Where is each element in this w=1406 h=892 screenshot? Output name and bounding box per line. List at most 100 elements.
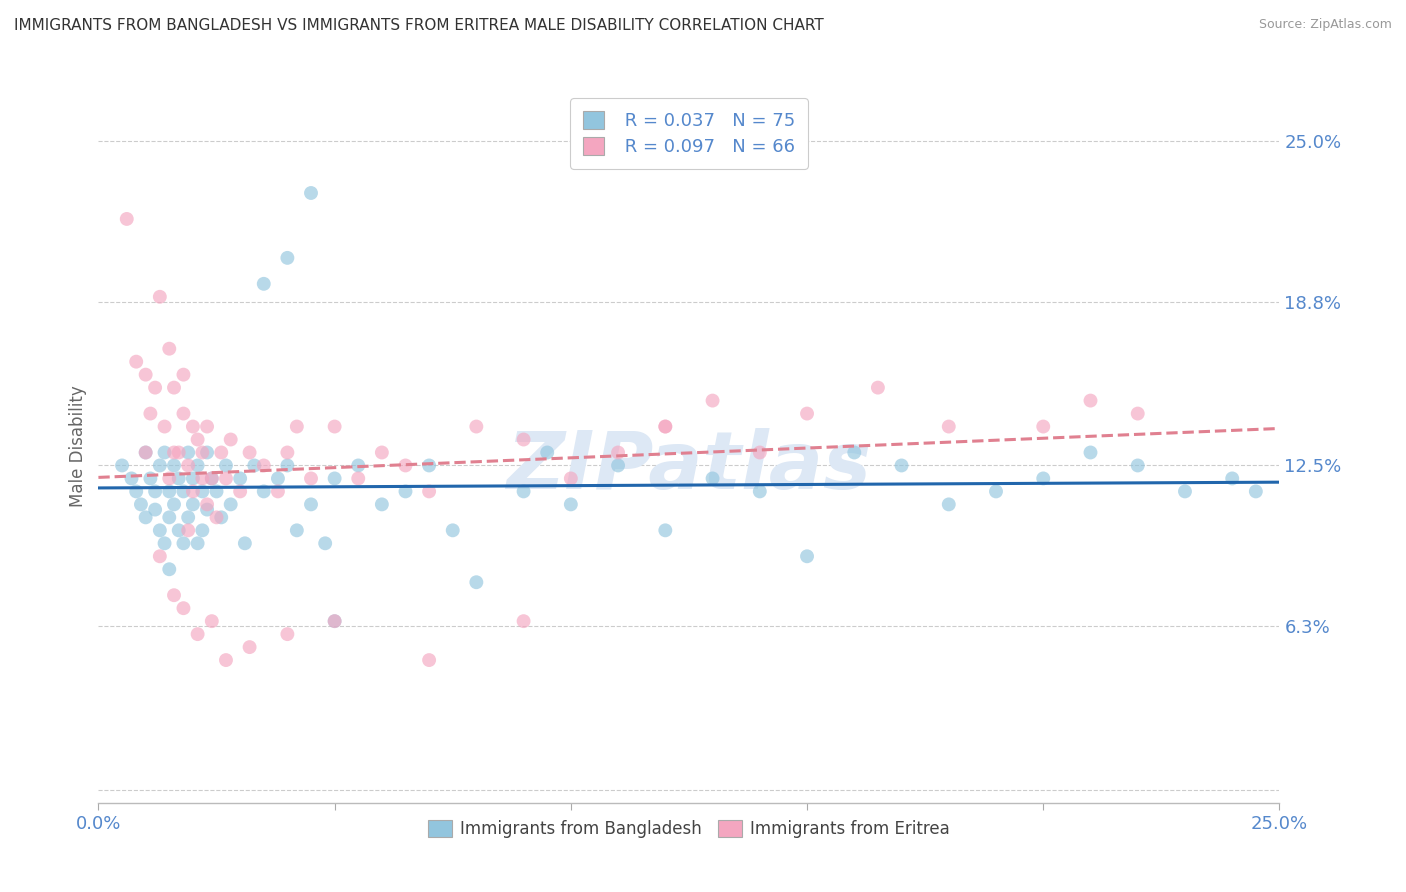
Point — [465, 575, 488, 590]
Point — [125, 484, 148, 499]
Point — [181, 471, 204, 485]
Point — [139, 471, 162, 485]
Point — [938, 419, 960, 434]
Point — [239, 640, 262, 654]
Point — [187, 536, 209, 550]
Point — [215, 471, 238, 485]
Point — [371, 445, 394, 459]
Point — [135, 445, 157, 459]
Point — [172, 368, 194, 382]
Point — [172, 484, 194, 499]
Point — [157, 471, 180, 485]
Point — [111, 458, 134, 473]
Point — [229, 471, 252, 485]
Point — [201, 471, 224, 485]
Point — [239, 445, 262, 459]
Point — [512, 433, 534, 447]
Point — [177, 458, 200, 473]
Point — [135, 510, 157, 524]
Point — [276, 251, 298, 265]
Point — [153, 445, 176, 459]
Point — [187, 458, 209, 473]
Point — [163, 497, 186, 511]
Point — [205, 510, 228, 524]
Point — [371, 497, 394, 511]
Point — [172, 601, 194, 615]
Point — [323, 614, 346, 628]
Point — [418, 484, 440, 499]
Point — [796, 549, 818, 564]
Point — [323, 471, 346, 485]
Point — [748, 484, 770, 499]
Point — [314, 536, 336, 550]
Point — [139, 407, 162, 421]
Point — [143, 381, 166, 395]
Point — [1244, 484, 1267, 499]
Point — [215, 458, 238, 473]
Point — [177, 445, 200, 459]
Point — [748, 445, 770, 459]
Point — [253, 277, 276, 291]
Point — [253, 484, 276, 499]
Point — [347, 458, 370, 473]
Point — [229, 484, 252, 499]
Point — [149, 458, 172, 473]
Point — [347, 471, 370, 485]
Point — [135, 445, 157, 459]
Point — [984, 484, 1007, 499]
Point — [181, 419, 204, 434]
Point — [191, 484, 214, 499]
Point — [1080, 393, 1102, 408]
Point — [1220, 471, 1243, 485]
Point — [149, 549, 172, 564]
Point — [654, 524, 676, 538]
Point — [167, 471, 190, 485]
Y-axis label: Male Disability: Male Disability — [69, 385, 87, 507]
Point — [121, 471, 143, 485]
Point — [181, 484, 204, 499]
Point — [844, 445, 866, 459]
Point — [607, 458, 630, 473]
Point — [125, 354, 148, 368]
Point — [299, 497, 322, 511]
Point — [285, 524, 308, 538]
Point — [243, 458, 266, 473]
Point — [191, 524, 214, 538]
Point — [163, 588, 186, 602]
Text: ZIPatlas: ZIPatlas — [506, 428, 872, 507]
Point — [167, 524, 190, 538]
Point — [163, 381, 186, 395]
Point — [890, 458, 912, 473]
Point — [418, 653, 440, 667]
Legend: Immigrants from Bangladesh, Immigrants from Eritrea: Immigrants from Bangladesh, Immigrants f… — [422, 813, 956, 845]
Point — [560, 471, 582, 485]
Point — [702, 393, 724, 408]
Point — [276, 458, 298, 473]
Point — [394, 484, 416, 499]
Point — [195, 502, 218, 516]
Point — [654, 419, 676, 434]
Point — [323, 614, 346, 628]
Point — [1174, 484, 1197, 499]
Point — [512, 484, 534, 499]
Point — [143, 484, 166, 499]
Point — [163, 445, 186, 459]
Point — [167, 445, 190, 459]
Point — [157, 342, 180, 356]
Text: Source: ZipAtlas.com: Source: ZipAtlas.com — [1258, 18, 1392, 31]
Point — [1126, 407, 1149, 421]
Point — [267, 484, 290, 499]
Point — [512, 614, 534, 628]
Point — [465, 419, 488, 434]
Point — [418, 458, 440, 473]
Point — [215, 653, 238, 667]
Point — [163, 458, 186, 473]
Point — [157, 484, 180, 499]
Point — [149, 524, 172, 538]
Point — [201, 614, 224, 628]
Point — [1126, 458, 1149, 473]
Point — [191, 445, 214, 459]
Point — [796, 407, 818, 421]
Point — [115, 211, 138, 226]
Point — [205, 484, 228, 499]
